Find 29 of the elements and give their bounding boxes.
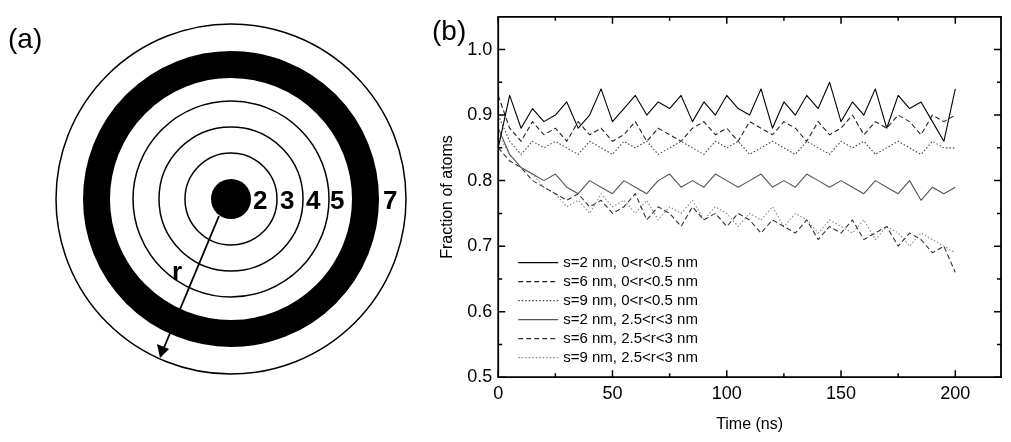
text: 5 <box>330 185 345 215</box>
text: 7 <box>383 185 398 215</box>
legend-label: s=9 nm, 2.5<r<3 nm <box>563 347 698 365</box>
x-tick-label: 150 <box>826 382 857 403</box>
line-series <box>498 147 956 273</box>
text: 4 <box>306 185 321 215</box>
y-tick-label: 0.9 <box>467 104 493 125</box>
y-tick-label: 1.0 <box>467 38 493 59</box>
x-tick-label: 0 <box>493 382 504 403</box>
legend-label: s=2 nm, 2.5<r<3 nm <box>563 309 698 327</box>
legend-label: s=6 nm, 0<r<0.5 nm <box>563 271 698 289</box>
x-tick-label: 200 <box>940 382 971 403</box>
chart-title: (b) <box>432 14 467 46</box>
x-tick-label: 50 <box>602 382 623 403</box>
y-axis-title: Fraction of atoms <box>438 135 456 259</box>
line-series <box>498 94 956 142</box>
y-tick-label: 0.5 <box>467 366 493 387</box>
x-axis-title: Time (ns) <box>716 414 784 432</box>
y-tick-label: 0.8 <box>467 169 493 190</box>
legend-label: s=9 nm, 0<r<0.5 nm <box>563 290 698 308</box>
text: r <box>172 256 183 286</box>
text: (a) <box>8 23 43 54</box>
y-tick-label: 0.7 <box>467 235 493 256</box>
text: 3 <box>280 185 295 215</box>
legend-label: s=2 nm, 0<r<0.5 nm <box>563 252 698 270</box>
x-tick-label: 100 <box>711 382 742 403</box>
y-tick-label: 0.6 <box>467 300 493 321</box>
text: 2 <box>253 185 268 215</box>
legend-label: s=6 nm, 2.5<r<3 nm <box>563 328 698 346</box>
